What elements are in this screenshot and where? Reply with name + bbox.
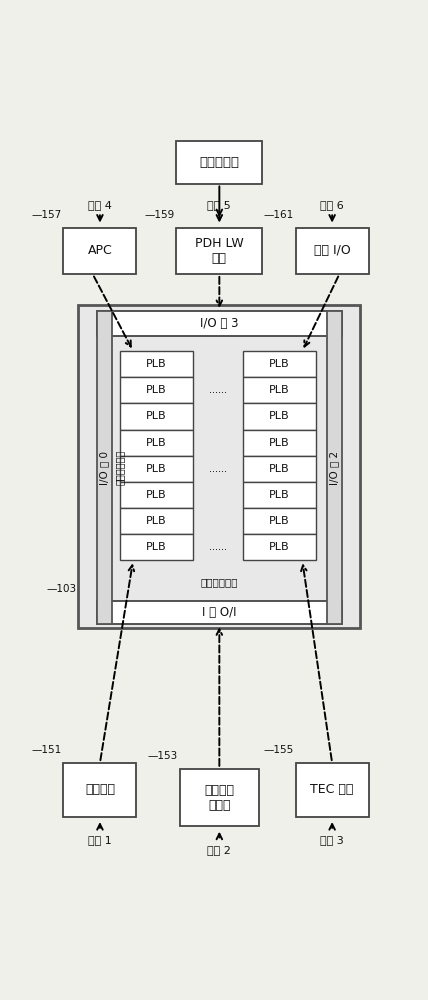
Bar xyxy=(120,351,193,377)
Text: I/O 排 2: I/O 排 2 xyxy=(330,451,339,485)
Text: —103: —103 xyxy=(47,584,77,594)
Bar xyxy=(176,228,262,274)
Text: PLB: PLB xyxy=(269,464,289,474)
Bar xyxy=(243,456,315,482)
Text: ......: ...... xyxy=(209,542,227,552)
Text: 时钟 5: 时钟 5 xyxy=(208,200,231,210)
Text: PLB: PLB xyxy=(269,359,289,369)
Text: —161: —161 xyxy=(264,210,294,220)
Text: 可编程互连件: 可编程互连件 xyxy=(201,577,238,587)
Bar xyxy=(120,482,193,508)
Text: 波长映射
和查表: 波长映射 和查表 xyxy=(204,784,235,812)
Text: 时钟 6: 时钟 6 xyxy=(320,200,344,210)
Text: APC: APC xyxy=(88,244,112,257)
Text: —153: —153 xyxy=(148,751,178,761)
Text: PLB: PLB xyxy=(269,542,289,552)
Bar xyxy=(327,311,342,624)
Text: PLB: PLB xyxy=(269,490,289,500)
Text: PLB: PLB xyxy=(269,516,289,526)
Text: PLB: PLB xyxy=(269,385,289,395)
Bar xyxy=(243,508,315,534)
Text: I/O 排 3: I/O 排 3 xyxy=(200,317,238,330)
Bar xyxy=(179,769,259,826)
Text: PLB: PLB xyxy=(146,490,166,500)
Text: PLB: PLB xyxy=(146,411,166,421)
Text: —159: —159 xyxy=(144,210,175,220)
Text: TEC 控制: TEC 控制 xyxy=(310,783,354,796)
Bar xyxy=(63,763,137,817)
Bar xyxy=(296,228,369,274)
Text: PLB: PLB xyxy=(269,411,289,421)
Bar xyxy=(120,430,193,456)
Bar xyxy=(78,305,360,628)
Text: 通信 I/O: 通信 I/O xyxy=(314,244,351,257)
Text: PLB: PLB xyxy=(146,542,166,552)
Text: PLB: PLB xyxy=(146,438,166,448)
Bar xyxy=(97,601,342,624)
Bar xyxy=(243,377,315,403)
Bar xyxy=(120,534,193,560)
Bar xyxy=(243,482,315,508)
Bar xyxy=(120,377,193,403)
Bar xyxy=(120,508,193,534)
Text: 新功能添加: 新功能添加 xyxy=(199,156,239,169)
Text: ......: ...... xyxy=(209,464,227,474)
Bar xyxy=(243,403,315,430)
Bar xyxy=(97,311,342,336)
Text: —155: —155 xyxy=(264,745,294,755)
Text: —151: —151 xyxy=(32,745,62,755)
Bar xyxy=(97,311,112,624)
Bar xyxy=(120,456,193,482)
Text: —157: —157 xyxy=(32,210,62,220)
Text: 可编程互连件: 可编程互连件 xyxy=(115,450,125,485)
Bar xyxy=(243,351,315,377)
Bar xyxy=(120,403,193,430)
Bar xyxy=(296,763,369,817)
Bar xyxy=(243,430,315,456)
Text: ......: ...... xyxy=(209,385,227,395)
Bar xyxy=(63,228,137,274)
Text: 波长锁定: 波长锁定 xyxy=(85,783,115,796)
Text: I 排 O/I: I 排 O/I xyxy=(202,606,237,619)
Text: 时钟 4: 时钟 4 xyxy=(88,200,112,210)
Text: 时钟 2: 时钟 2 xyxy=(208,845,231,855)
Bar xyxy=(243,534,315,560)
Text: PLB: PLB xyxy=(269,438,289,448)
Text: PDH LW
控制: PDH LW 控制 xyxy=(195,237,244,265)
Text: 时钟 3: 时钟 3 xyxy=(320,835,344,845)
Text: I/O 排 0: I/O 排 0 xyxy=(99,451,109,485)
Text: PLB: PLB xyxy=(146,359,166,369)
Text: 时钟 1: 时钟 1 xyxy=(88,835,112,845)
Text: PLB: PLB xyxy=(146,385,166,395)
Text: PLB: PLB xyxy=(146,516,166,526)
Text: PLB: PLB xyxy=(146,464,166,474)
Bar xyxy=(176,141,262,184)
